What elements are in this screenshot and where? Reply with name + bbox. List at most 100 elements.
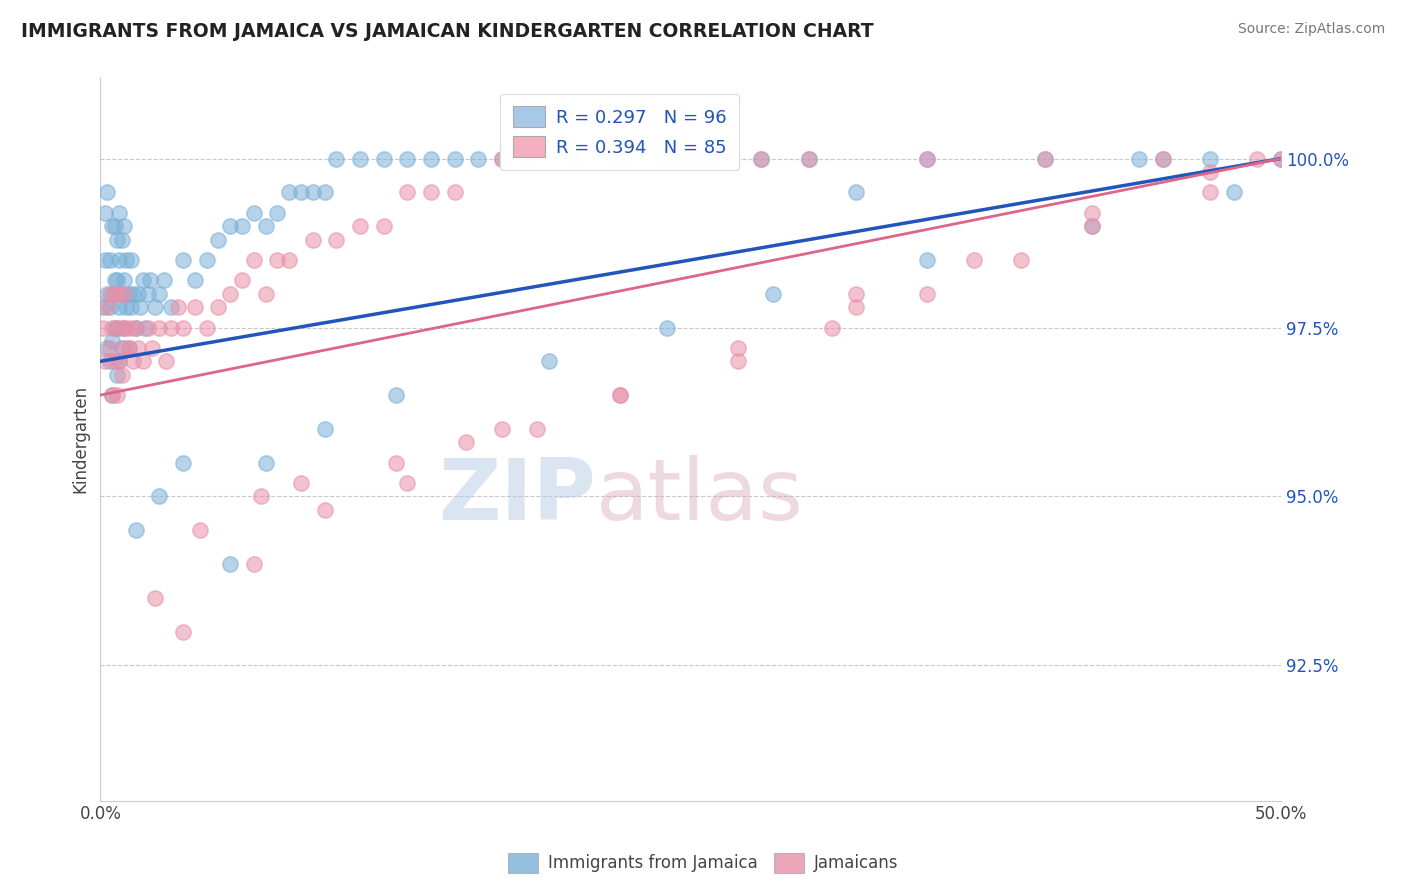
Legend: R = 0.297   N = 96, R = 0.394   N = 85: R = 0.297 N = 96, R = 0.394 N = 85 <box>501 94 740 169</box>
Point <box>609 388 631 402</box>
Point <box>184 273 207 287</box>
Text: IMMIGRANTS FROM JAMAICA VS JAMAICAN KINDERGARTEN CORRELATION CHART: IMMIGRANTS FROM JAMAICA VS JAMAICAN KIND… <box>21 22 873 41</box>
Point <box>443 186 465 200</box>
Point <box>172 456 194 470</box>
Point <box>103 354 125 368</box>
Point <box>491 152 513 166</box>
Point <box>515 152 537 166</box>
Point <box>467 152 489 166</box>
Point <box>115 320 138 334</box>
Point <box>515 152 537 166</box>
Point <box>561 152 583 166</box>
Point <box>112 219 135 234</box>
Point <box>325 152 347 166</box>
Point <box>103 320 125 334</box>
Point <box>845 300 868 314</box>
Point <box>127 341 149 355</box>
Point <box>254 286 277 301</box>
Point <box>141 341 163 355</box>
Point <box>821 320 844 334</box>
Point <box>561 152 583 166</box>
Point <box>373 219 395 234</box>
Point <box>112 320 135 334</box>
Point <box>105 388 128 402</box>
Point <box>219 557 242 571</box>
Point <box>727 354 749 368</box>
Point <box>1128 152 1150 166</box>
Point <box>160 300 183 314</box>
Point <box>1199 165 1222 179</box>
Point <box>112 341 135 355</box>
Point <box>98 341 121 355</box>
Point <box>96 286 118 301</box>
Point <box>172 320 194 334</box>
Point <box>127 286 149 301</box>
Point <box>609 152 631 166</box>
Point <box>148 320 170 334</box>
Text: atlas: atlas <box>596 456 804 539</box>
Point <box>120 252 142 267</box>
Point <box>122 354 145 368</box>
Point <box>101 388 124 402</box>
Point <box>108 205 131 219</box>
Point <box>278 186 301 200</box>
Point <box>679 152 702 166</box>
Point <box>762 286 785 301</box>
Point <box>184 300 207 314</box>
Point <box>101 286 124 301</box>
Point <box>108 286 131 301</box>
Point <box>845 186 868 200</box>
Point <box>349 219 371 234</box>
Point <box>118 286 141 301</box>
Point <box>609 152 631 166</box>
Point <box>112 286 135 301</box>
Point <box>118 341 141 355</box>
Point <box>172 252 194 267</box>
Point <box>231 273 253 287</box>
Point <box>396 186 419 200</box>
Point <box>129 300 152 314</box>
Point <box>91 300 114 314</box>
Point <box>1081 205 1104 219</box>
Point <box>419 152 441 166</box>
Point <box>103 286 125 301</box>
Point <box>153 273 176 287</box>
Point <box>384 388 406 402</box>
Point <box>108 252 131 267</box>
Point <box>219 286 242 301</box>
Point <box>125 320 148 334</box>
Point <box>96 300 118 314</box>
Point <box>915 286 938 301</box>
Point <box>915 252 938 267</box>
Point <box>1270 152 1292 166</box>
Point <box>443 152 465 166</box>
Point <box>148 490 170 504</box>
Point <box>1033 152 1056 166</box>
Point <box>314 503 336 517</box>
Point <box>105 273 128 287</box>
Point <box>1081 219 1104 234</box>
Point <box>115 300 138 314</box>
Point <box>254 456 277 470</box>
Point <box>108 354 131 368</box>
Point <box>349 152 371 166</box>
Point <box>254 219 277 234</box>
Legend: Immigrants from Jamaica, Jamaicans: Immigrants from Jamaica, Jamaicans <box>501 847 905 880</box>
Point <box>1152 152 1174 166</box>
Point <box>105 320 128 334</box>
Point <box>101 219 124 234</box>
Point <box>132 354 155 368</box>
Point <box>112 273 135 287</box>
Point <box>655 320 678 334</box>
Point <box>160 320 183 334</box>
Point <box>120 320 142 334</box>
Point <box>132 273 155 287</box>
Point <box>105 368 128 382</box>
Point <box>396 475 419 490</box>
Point <box>302 233 325 247</box>
Point <box>491 422 513 436</box>
Point <box>703 152 725 166</box>
Point <box>915 152 938 166</box>
Point <box>134 320 156 334</box>
Point <box>103 273 125 287</box>
